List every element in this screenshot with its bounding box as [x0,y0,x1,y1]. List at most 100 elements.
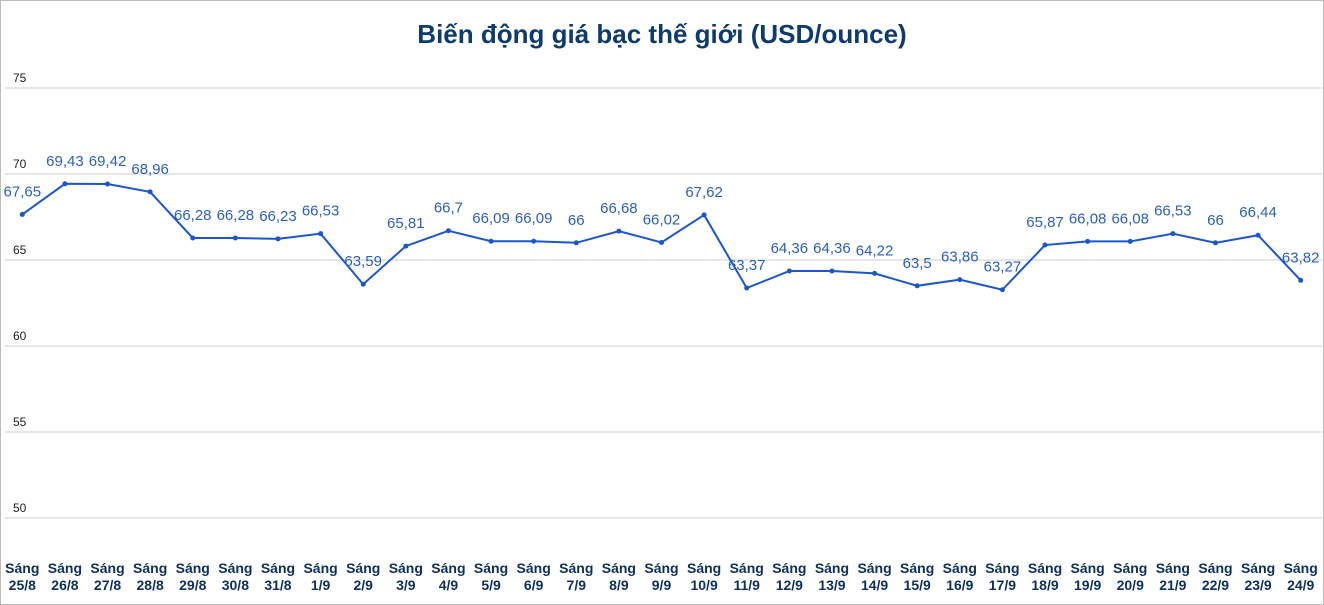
data-label: 66 [568,212,585,229]
data-label: 67,65 [4,183,42,200]
point [573,240,579,246]
data-label: 63,37 [728,257,766,274]
point [1255,232,1261,238]
y-tick-label: 55 [13,415,27,429]
x-tick-label: Sáng 9/9 [644,560,679,593]
line [21,182,1302,291]
point [488,238,494,244]
x-tick-label: Sáng 28/8 [133,560,168,593]
point [275,236,281,242]
x-tick-label: Sáng 15/9 [900,560,935,593]
y-tick-label: 65 [13,243,27,257]
x-tick-label: Sáng 29/8 [175,560,210,593]
point [232,235,238,241]
point [147,189,153,195]
point [999,287,1005,293]
data-label: 66,7 [434,200,463,217]
point [105,181,111,187]
point [744,285,750,291]
x-tick-label: Sáng 30/8 [218,560,253,593]
point [829,268,835,274]
x-tick-label: Sáng 19/9 [1070,560,1105,593]
data-label: 66,53 [302,203,340,220]
x-tick-label: Sáng 6/9 [516,560,551,593]
x-tick-label: Sáng 5/9 [473,560,509,593]
point [872,270,878,276]
x-tick-label: Sáng 22/9 [1198,560,1233,593]
data-label: 67,62 [685,184,723,201]
x-tick-label: Sáng 31/8 [260,560,296,593]
data-label: 64,36 [771,240,809,257]
point [1298,277,1304,283]
data-label: 66,08 [1111,210,1149,227]
x-tick-label: Sáng 3/9 [388,560,423,593]
x-tick-label: Sáng 21/9 [1155,560,1190,593]
x-tick-label: Sáng 8/9 [601,560,636,593]
data-label: 66,09 [515,210,553,227]
point [1085,238,1091,244]
x-tick-label: Sáng 17/9 [985,560,1020,593]
x-tick-label: Sáng 18/9 [1027,560,1063,593]
data-label: 69,42 [89,153,127,170]
point [786,268,792,274]
point [445,228,451,234]
data-label: 68,96 [131,161,169,178]
x-tick-label: Sáng 7/9 [559,560,594,593]
point [531,238,537,244]
point [190,235,196,241]
data-label: 66,28 [174,207,212,224]
x-tick-label: Sáng 23/9 [1240,560,1276,593]
x-tick-label: Sáng 25/8 [5,560,40,593]
point [616,228,622,234]
data-label: 63,59 [344,253,382,270]
x-tick-label: Sáng 1/9 [303,560,338,593]
y-tick-label: 50 [13,501,27,515]
data-label: 66,08 [1069,210,1107,227]
data-label: 65,87 [1026,214,1064,231]
point [360,281,366,287]
point [659,239,664,245]
x-tick-label: Sáng 11/9 [729,560,764,593]
x-tick-label: Sáng 20/9 [1113,560,1148,593]
point [1042,242,1048,248]
data-label: 64,36 [813,240,851,257]
x-tick-label: Sáng 24/9 [1283,560,1318,593]
y-tick-label: 75 [13,71,27,85]
x-tick-label: Sáng 10/9 [686,560,722,593]
point [701,212,707,218]
data-label: 66,28 [217,207,255,224]
point [957,277,963,283]
x-tick-label: Sáng 27/8 [90,560,125,593]
x-tick-label: Sáng 2/9 [346,560,381,593]
point [1127,238,1133,244]
x-tick-label: Sáng 4/9 [431,560,466,593]
data-label: 63,86 [941,249,979,266]
point [318,231,324,237]
point [914,283,920,289]
y-tick-label: 70 [13,157,27,171]
x-tick-label: Sáng 12/9 [772,560,807,593]
data-label: 66,53 [1154,203,1192,220]
data-label: 66,44 [1239,204,1277,221]
data-label: 69,43 [46,153,84,170]
data-label: 63,82 [1282,249,1320,266]
data-label: 63,5 [903,255,932,272]
x-tick-label: Sáng 26/8 [47,560,83,593]
point [1212,240,1218,246]
x-tick-label: Sáng 14/9 [857,560,892,593]
data-label: 64,22 [856,242,894,259]
x-tick-label: Sáng 16/9 [942,560,977,593]
point [62,181,68,187]
x-tick-label: Sáng 13/9 [814,560,850,593]
point [403,243,409,249]
data-label: 65,81 [387,215,425,232]
data-label: 66,02 [643,211,681,228]
data-label: 66,09 [472,210,510,227]
data-label: 66,23 [259,208,297,225]
data-label: 66 [1207,212,1224,229]
chart-title: Biến động giá bạc thế giới (USD/ounce) [417,19,906,49]
point [19,211,25,217]
